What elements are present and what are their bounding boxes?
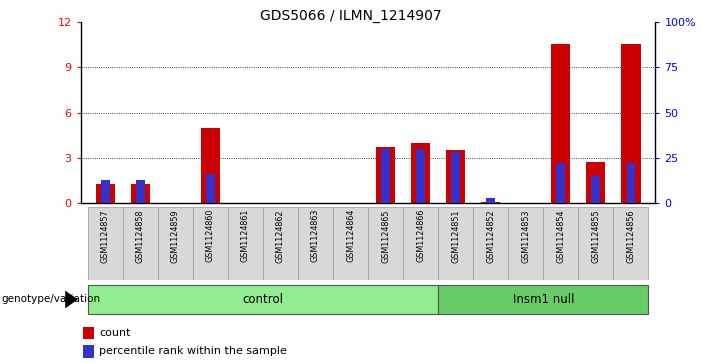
Bar xyxy=(381,149,390,203)
Bar xyxy=(613,207,648,280)
Text: GDS5066 / ILMN_1214907: GDS5066 / ILMN_1214907 xyxy=(259,9,442,23)
Bar xyxy=(193,207,228,280)
Bar xyxy=(551,45,571,203)
Bar xyxy=(557,163,565,203)
Bar xyxy=(438,285,648,314)
Bar xyxy=(158,207,193,280)
Text: GSM1124858: GSM1124858 xyxy=(136,209,144,262)
Bar xyxy=(206,174,215,203)
Bar xyxy=(446,150,465,203)
Bar xyxy=(83,327,94,339)
Bar xyxy=(88,285,438,314)
Text: GSM1124856: GSM1124856 xyxy=(627,209,635,262)
Bar xyxy=(411,143,430,203)
Text: percentile rank within the sample: percentile rank within the sample xyxy=(100,346,287,356)
Bar xyxy=(83,345,94,358)
Bar xyxy=(543,207,578,280)
Bar xyxy=(123,207,158,280)
Text: GSM1124855: GSM1124855 xyxy=(592,209,600,263)
Bar xyxy=(263,207,298,280)
Bar xyxy=(486,198,495,203)
Bar xyxy=(95,184,115,203)
Bar xyxy=(88,207,123,280)
Text: GSM1124860: GSM1124860 xyxy=(206,209,215,262)
Text: GSM1124865: GSM1124865 xyxy=(381,209,390,262)
Text: GSM1124851: GSM1124851 xyxy=(451,209,460,262)
Bar xyxy=(586,163,606,203)
Text: GSM1124864: GSM1124864 xyxy=(346,209,355,262)
Text: GSM1124862: GSM1124862 xyxy=(276,209,285,262)
Bar xyxy=(416,149,425,203)
Bar xyxy=(481,202,501,203)
Bar xyxy=(130,184,150,203)
Bar xyxy=(376,147,395,203)
Bar xyxy=(298,207,333,280)
Bar xyxy=(101,180,109,203)
Bar xyxy=(627,163,635,203)
Bar xyxy=(228,207,263,280)
Polygon shape xyxy=(65,290,78,308)
Text: genotype/variation: genotype/variation xyxy=(1,294,100,305)
Bar xyxy=(200,128,220,203)
Text: GSM1124857: GSM1124857 xyxy=(101,209,109,263)
Bar xyxy=(368,207,403,280)
Bar xyxy=(578,207,613,280)
Text: GSM1124852: GSM1124852 xyxy=(486,209,495,263)
Text: count: count xyxy=(100,328,131,338)
Text: GSM1124866: GSM1124866 xyxy=(416,209,425,262)
Bar xyxy=(333,207,368,280)
Bar xyxy=(592,176,600,203)
Text: GSM1124859: GSM1124859 xyxy=(171,209,179,263)
Bar xyxy=(403,207,438,280)
Text: Insm1 null: Insm1 null xyxy=(512,293,574,306)
Text: GSM1124853: GSM1124853 xyxy=(522,209,530,262)
Text: GSM1124863: GSM1124863 xyxy=(311,209,320,262)
Text: GSM1124854: GSM1124854 xyxy=(557,209,565,262)
Text: control: control xyxy=(243,293,283,306)
Bar xyxy=(438,207,473,280)
Text: GSM1124861: GSM1124861 xyxy=(241,209,250,262)
Bar xyxy=(508,207,543,280)
Bar xyxy=(136,180,144,203)
Bar xyxy=(621,45,641,203)
Bar xyxy=(451,152,460,203)
Bar xyxy=(473,207,508,280)
